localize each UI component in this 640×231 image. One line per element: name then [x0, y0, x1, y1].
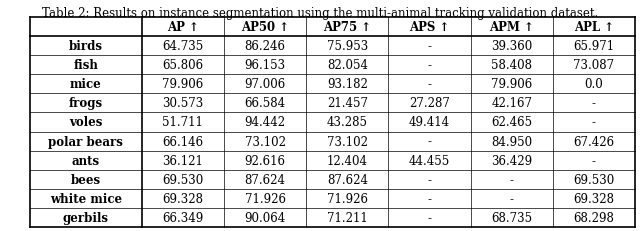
Text: 62.465: 62.465	[491, 116, 532, 129]
Text: ants: ants	[72, 154, 100, 167]
Text: APS ↑: APS ↑	[410, 21, 450, 34]
Text: 65.806: 65.806	[163, 59, 204, 72]
Text: -: -	[592, 97, 596, 110]
Text: white mice: white mice	[50, 192, 122, 205]
Text: -: -	[592, 116, 596, 129]
Text: -: -	[509, 192, 514, 205]
Text: 49.414: 49.414	[409, 116, 450, 129]
Text: gerbils: gerbils	[63, 211, 109, 224]
Text: APM ↑: APM ↑	[489, 21, 534, 34]
Text: 69.328: 69.328	[573, 192, 614, 205]
Text: 12.404: 12.404	[327, 154, 368, 167]
Text: 73.102: 73.102	[244, 135, 285, 148]
Text: -: -	[428, 40, 431, 53]
Text: AP50 ↑: AP50 ↑	[241, 21, 289, 34]
Text: 68.298: 68.298	[573, 211, 614, 224]
Text: bees: bees	[71, 173, 101, 186]
Text: AP75 ↑: AP75 ↑	[323, 21, 371, 34]
Text: 42.167: 42.167	[491, 97, 532, 110]
Text: -: -	[592, 154, 596, 167]
Text: AP ↑: AP ↑	[167, 21, 199, 34]
Text: 66.146: 66.146	[163, 135, 204, 148]
Text: 94.442: 94.442	[244, 116, 285, 129]
Text: 51.711: 51.711	[163, 116, 204, 129]
Text: APL ↑: APL ↑	[574, 21, 614, 34]
Text: 66.584: 66.584	[244, 97, 285, 110]
Text: Table 2: Results on instance segmentation using the multi-animal tracking valida: Table 2: Results on instance segmentatio…	[42, 7, 598, 20]
Text: 30.573: 30.573	[163, 97, 204, 110]
Text: -: -	[428, 211, 431, 224]
Text: 71.926: 71.926	[327, 192, 368, 205]
Text: 68.735: 68.735	[491, 211, 532, 224]
Text: -: -	[509, 173, 514, 186]
Text: 87.624: 87.624	[244, 173, 285, 186]
Text: 71.211: 71.211	[327, 211, 367, 224]
Text: 93.182: 93.182	[327, 78, 368, 91]
Text: 92.616: 92.616	[244, 154, 285, 167]
Text: 66.349: 66.349	[163, 211, 204, 224]
Text: 86.246: 86.246	[244, 40, 285, 53]
Text: 75.953: 75.953	[326, 40, 368, 53]
Text: 69.530: 69.530	[573, 173, 614, 186]
Text: 43.285: 43.285	[327, 116, 368, 129]
Text: 79.906: 79.906	[163, 78, 204, 91]
Text: voles: voles	[69, 116, 102, 129]
Text: -: -	[428, 192, 431, 205]
Text: -: -	[428, 135, 431, 148]
Text: fish: fish	[74, 59, 99, 72]
Text: 87.624: 87.624	[327, 173, 368, 186]
Text: 84.950: 84.950	[491, 135, 532, 148]
Text: -: -	[428, 78, 431, 91]
Text: 36.429: 36.429	[491, 154, 532, 167]
Text: polar bears: polar bears	[49, 135, 124, 148]
Text: 21.457: 21.457	[327, 97, 368, 110]
Text: 58.408: 58.408	[491, 59, 532, 72]
Text: 97.006: 97.006	[244, 78, 285, 91]
Text: 73.102: 73.102	[327, 135, 368, 148]
Text: 90.064: 90.064	[244, 211, 285, 224]
Text: 96.153: 96.153	[244, 59, 285, 72]
Text: 39.360: 39.360	[491, 40, 532, 53]
Text: 0.0: 0.0	[584, 78, 604, 91]
Text: mice: mice	[70, 78, 102, 91]
Text: 65.971: 65.971	[573, 40, 614, 53]
Text: 27.287: 27.287	[409, 97, 450, 110]
Text: 64.735: 64.735	[163, 40, 204, 53]
Text: 69.530: 69.530	[163, 173, 204, 186]
Text: birds: birds	[69, 40, 103, 53]
Text: -: -	[428, 173, 431, 186]
Text: -: -	[428, 59, 431, 72]
Text: 44.455: 44.455	[409, 154, 450, 167]
Text: 71.926: 71.926	[244, 192, 285, 205]
Text: 82.054: 82.054	[327, 59, 368, 72]
Text: 73.087: 73.087	[573, 59, 614, 72]
Text: 67.426: 67.426	[573, 135, 614, 148]
Text: frogs: frogs	[69, 97, 103, 110]
Text: 79.906: 79.906	[491, 78, 532, 91]
Text: 36.121: 36.121	[163, 154, 204, 167]
Text: 69.328: 69.328	[163, 192, 204, 205]
